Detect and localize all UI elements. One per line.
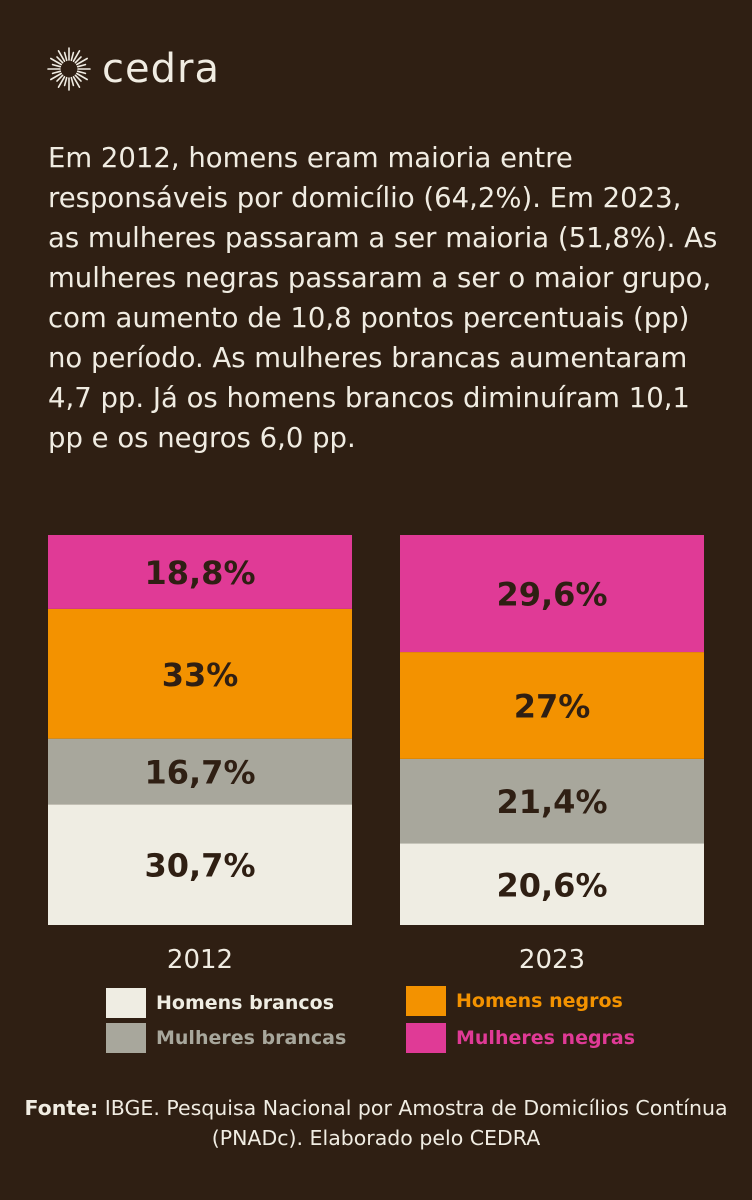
chart-legend: Homens brancos Homens negros Mulheres br… (0, 985, 752, 1065)
data-label-mulheres-brancas-2012: 16,7% (144, 753, 255, 791)
bar-segment-mulheres-brancas-2023 (400, 758, 704, 844)
logo-ray (76, 63, 87, 68)
data-label-mulheres-negras-2023: 29,6% (496, 576, 607, 614)
logo-ray (57, 50, 66, 63)
data-label-mulheres-brancas-2023: 21,4% (496, 783, 607, 821)
logo-ray (56, 56, 64, 64)
logo-ray (50, 57, 63, 66)
bar-segment-homens-brancos-2023 (400, 843, 704, 925)
legend-label: Mulheres brancas (156, 1027, 347, 1049)
legend-label: Mulheres negras (456, 1027, 636, 1049)
logo-ray (70, 76, 75, 87)
logo-ray (51, 63, 62, 68)
logo-ray (74, 74, 82, 82)
logo-ray (75, 57, 88, 66)
legend-swatch (406, 1023, 446, 1053)
intro-text: Em 2012, homens eram maioria entre respo… (48, 142, 718, 454)
brand-name: cedra (102, 46, 220, 92)
logo-ray (63, 76, 68, 87)
bar-segment-homens-brancos-2012 (48, 804, 352, 925)
data-label-homens-negros-2012: 33% (162, 656, 239, 694)
logo-ray (56, 74, 64, 82)
logo-ray (70, 51, 75, 62)
bar-segment-mulheres-negras-2012 (48, 535, 352, 609)
data-label-homens-negros-2023: 27% (514, 687, 591, 725)
legend-item-homens-negros: Homens negros (406, 986, 623, 1016)
legend-label: Homens negros (456, 990, 623, 1012)
logo-ray (72, 50, 81, 63)
logo-ray (63, 51, 68, 62)
legend-label: Homens brancos (156, 992, 335, 1014)
source-label: Fonte: (24, 1096, 99, 1120)
bar-segment-homens-negros-2012 (48, 608, 352, 739)
logo-ray (50, 72, 63, 81)
bar-segment-mulheres-negras-2023 (400, 535, 704, 653)
logo-ray (74, 56, 82, 64)
legend-swatch (106, 988, 146, 1018)
source-text: IBGE. Pesquisa Nacional por Amostra de D… (98, 1096, 728, 1150)
legend-swatch (106, 1023, 146, 1053)
data-label-homens-brancos-2023: 20,6% (496, 866, 607, 904)
data-label-homens-brancos-2012: 30,7% (144, 847, 255, 885)
data-label-mulheres-negras-2012: 18,8% (144, 554, 255, 592)
x-tick-label-2012: 2012 (167, 945, 233, 975)
legend-item-mulheres-negras: Mulheres negras (406, 1023, 635, 1053)
legend-item-homens-brancos: Homens brancos (106, 988, 334, 1018)
legend-swatch (406, 986, 446, 1016)
bar-segment-homens-negros-2023 (400, 652, 704, 759)
brand-logo: cedra (46, 44, 220, 94)
legend-item-mulheres-brancas: Mulheres brancas (106, 1023, 346, 1053)
source-note: Fonte: IBGE. Pesquisa Nacional por Amost… (20, 1093, 732, 1153)
logo-ray (51, 70, 62, 75)
logo-ray (72, 75, 81, 88)
logo-ray (57, 75, 66, 88)
stacked-bar-chart: 30,7% 16,7% 33% 18,8% 2012 20,6% 21,4% 27% 29,6%… (48, 535, 704, 975)
bar-segment-mulheres-brancas-2012 (48, 738, 352, 805)
sun-burst-icon (47, 47, 91, 91)
logo-ray (75, 72, 88, 81)
logo-ray (76, 70, 87, 75)
x-tick-label-2023: 2023 (519, 945, 585, 975)
